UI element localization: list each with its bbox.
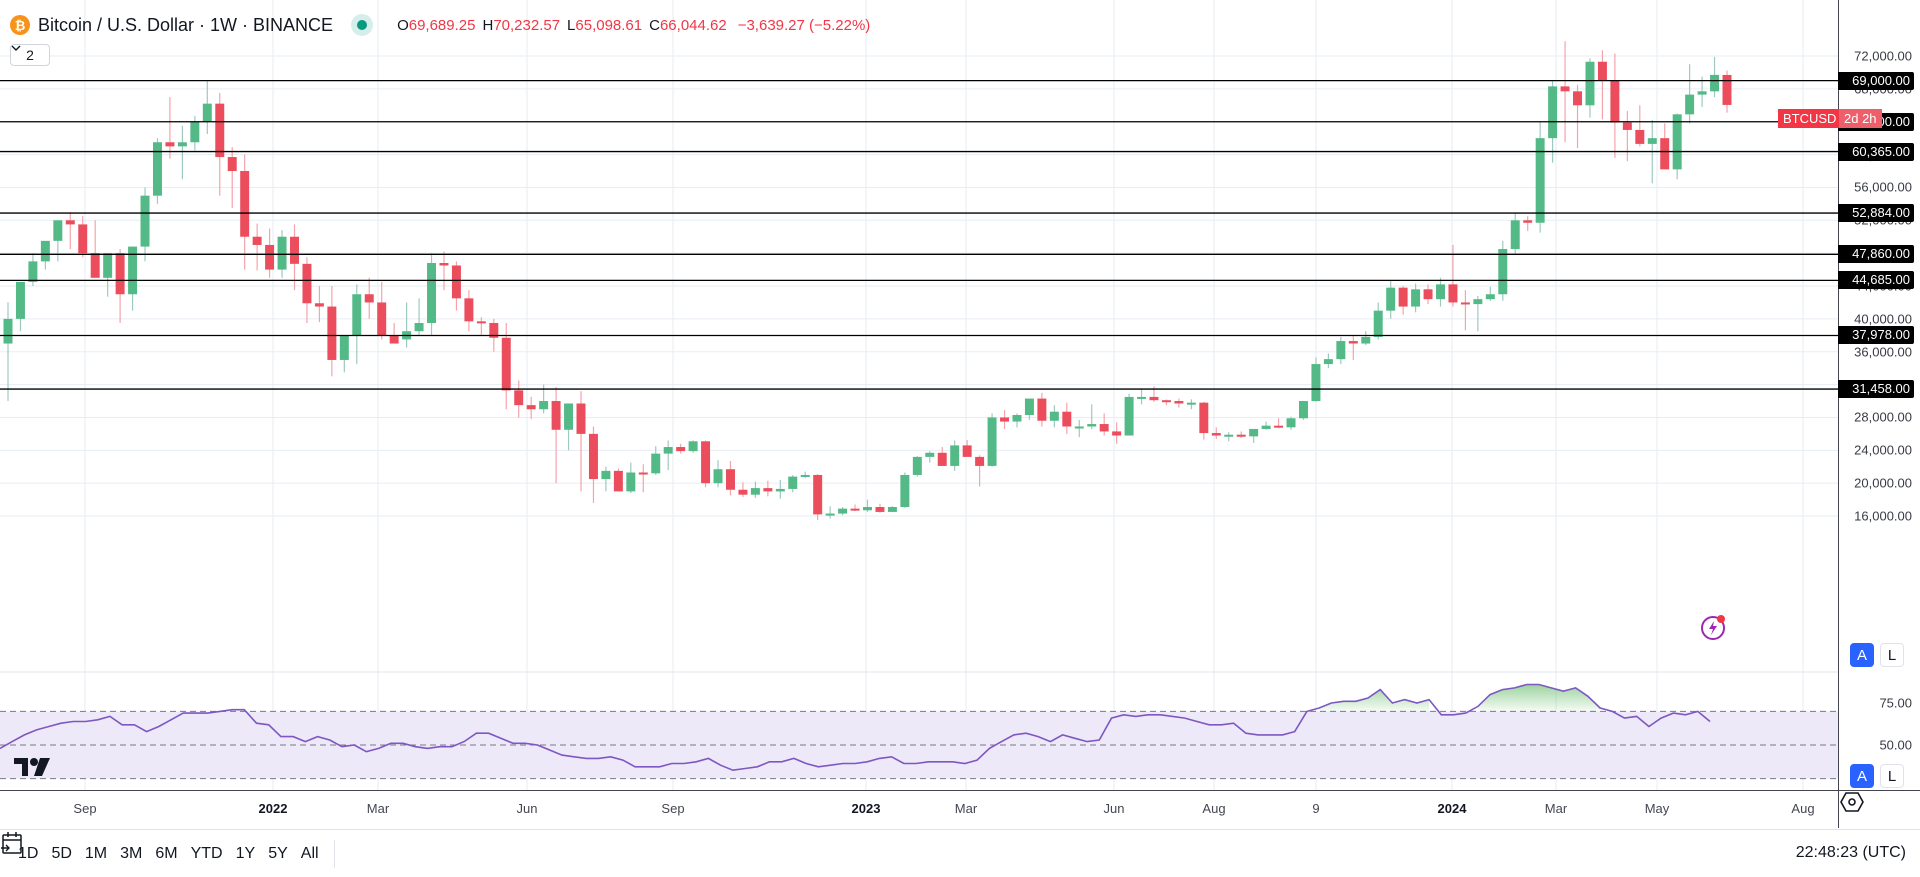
range-1d-button[interactable]: 1D (18, 844, 39, 862)
ohlc-values: O69,689.25 H70,232.57 L65,098.61 C66,044… (397, 16, 871, 34)
horizontal-level-label[interactable]: 37,978.00 (1838, 326, 1914, 345)
horizontal-level-label[interactable]: 60,365.00 (1838, 142, 1914, 161)
rsi-auto-scale-button[interactable]: A (1850, 764, 1874, 788)
range-5y-button[interactable]: 5Y (268, 844, 288, 862)
time-tick-label: 2024 (1437, 801, 1467, 816)
horizontal-level-label[interactable]: 47,860.00 (1838, 245, 1914, 264)
time-tick-label: Jun (1103, 801, 1125, 816)
calendar-goto-icon (1, 832, 22, 854)
chart-settings-button[interactable] (1838, 790, 1920, 828)
price-tick-label: 16,000.00 (1854, 508, 1912, 524)
rsi-scale-mode-buttons: A L (1850, 764, 1904, 788)
chevron-down-icon (11, 45, 21, 51)
time-tick-label: Mar (366, 801, 390, 816)
price-tick-label: 20,000.00 (1854, 475, 1912, 491)
utc-clock[interactable]: 22:48:23 (UTC) (1795, 844, 1906, 861)
indicator-count: 2 (26, 47, 34, 63)
time-tick-label: Mar (954, 801, 978, 816)
range-all-button[interactable]: All (300, 844, 319, 862)
rsi-log-scale-button[interactable]: L (1880, 764, 1904, 788)
settings-hexagon-icon (1840, 792, 1864, 812)
log-scale-button[interactable]: L (1880, 643, 1904, 667)
price-tick-label: 36,000.00 (1854, 344, 1912, 360)
time-tick-label: 2022 (258, 801, 288, 816)
close-value: 66,044.62 (659, 16, 727, 34)
horizontal-level-label[interactable]: 44,685.00 (1838, 271, 1914, 290)
change-value: −3,639.27 (−5.22%) (737, 16, 871, 34)
time-axis[interactable]: Sep 2022 Mar Jun Sep 2023 Mar Jun Aug 9 2024 Mar May… (0, 790, 1838, 828)
horizontal-level-label[interactable]: 52,884.00 (1838, 204, 1914, 223)
rsi-tick-label: 50.00 (1879, 737, 1912, 753)
price-tick-label: 24,000.00 (1854, 442, 1912, 458)
bar-countdown: 2d 2h (1839, 109, 1882, 128)
range-3m-button[interactable]: 3M (120, 844, 143, 862)
high-value: 70,232.57 (493, 16, 561, 34)
range-1y-button[interactable]: 1Y (235, 844, 256, 862)
low-value: 65,098.61 (575, 16, 643, 34)
range-5d-button[interactable]: 5D (51, 844, 72, 862)
price-tick-label: 56,000.00 (1854, 179, 1912, 195)
time-tick-label: Jun (516, 801, 538, 816)
time-tick-label: 2023 (851, 801, 881, 816)
price-tick-label: 28,000.00 (1854, 409, 1912, 425)
bottom-toolbar: 1D 5D 1M 3M 6M YTD 1Y 5Y All 22:48:23 (U… (0, 829, 1920, 877)
collapse-indicators-button[interactable]: 2 (10, 44, 50, 66)
rsi-tick-label: 75.00 (1879, 695, 1912, 711)
price-tick-label: 40,000.00 (1854, 311, 1912, 327)
auto-scale-button[interactable]: A (1850, 643, 1874, 667)
time-tick-label: Mar (1544, 801, 1568, 816)
horizontal-level-label[interactable]: 69,000.00 (1838, 71, 1914, 90)
market-open-status-icon[interactable] (351, 14, 374, 36)
chart-area[interactable] (0, 0, 1838, 790)
symbol-title[interactable]: Bitcoin / U.S. Dollar · 1W · BINANCE (38, 14, 334, 35)
price-scale-mode-buttons: A L (1850, 643, 1904, 667)
chart-canvas[interactable] (0, 0, 1838, 790)
horizontal-level-label[interactable]: 31,458.00 (1838, 380, 1914, 399)
range-ytd-button[interactable]: YTD (190, 844, 223, 862)
time-tick-label: May (1644, 801, 1670, 816)
open-value: 69,689.25 (408, 16, 476, 34)
time-tick-label: Aug (1202, 801, 1226, 816)
symbol-legend: ₿ Bitcoin / U.S. Dollar · 1W · BINANCE O… (10, 14, 870, 36)
range-6m-button[interactable]: 6M (155, 844, 178, 862)
time-tick-label: Aug (1791, 801, 1815, 816)
toolbar-divider (333, 839, 335, 868)
time-tick-label: Sep (73, 801, 97, 816)
bitcoin-logo-icon: ₿ (10, 15, 30, 35)
time-tick-label: 9 (1312, 801, 1320, 816)
price-tick-label: 72,000.00 (1854, 48, 1912, 64)
range-1m-button[interactable]: 1M (84, 844, 108, 862)
symbol-price-tag: BTCUSD (1778, 109, 1842, 128)
time-tick-label: Sep (661, 801, 685, 816)
